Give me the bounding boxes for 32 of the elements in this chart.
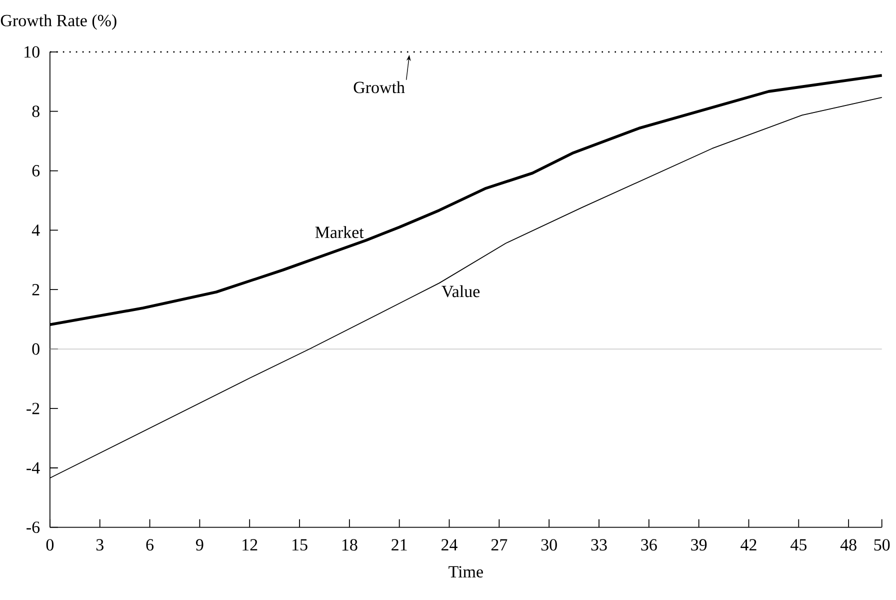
y-tick-label: 6 [32,164,40,176]
x-tick-label: 42 [740,539,756,550]
x-tick-label: 9 [196,539,204,550]
y-tick-label: 2 [32,284,40,296]
x-tick-label: 12 [242,539,258,550]
y-tick-label: -2 [26,402,40,414]
y-axis-title: Growth Rate (%) [0,14,116,30]
x-tick-label: 15 [292,539,308,550]
annotation: Growth [354,81,405,94]
x-tick-label: 21 [392,539,407,550]
x-tick-label: 36 [641,539,657,550]
x-tick-label: 48 [840,539,856,551]
x-tick-label: 6 [146,539,154,550]
x-tick-label: 3 [96,539,104,550]
x-tick-label: 33 [591,539,607,550]
y-tick-label: -6 [26,521,40,533]
y-tick-label: -4 [26,462,40,474]
series-label: Value [442,285,480,298]
y-tick-label: 8 [32,106,40,117]
y-tick-label: 10 [24,46,40,58]
x-tick-label: 45 [790,539,806,550]
x-tick-label: 50 [874,539,890,551]
x-axis-title: Time [448,566,483,578]
x-tick-label: 18 [342,539,358,551]
x-tick-label: 27 [491,539,508,550]
x-tick-label: 24 [442,539,458,550]
x-tick-label: 0 [46,539,54,551]
series-label: Market [315,226,364,238]
y-tick-label: 0 [32,343,40,355]
x-tick-label: 30 [541,539,557,551]
x-tick-label: 39 [691,539,707,550]
y-tick-label: 4 [32,224,40,236]
